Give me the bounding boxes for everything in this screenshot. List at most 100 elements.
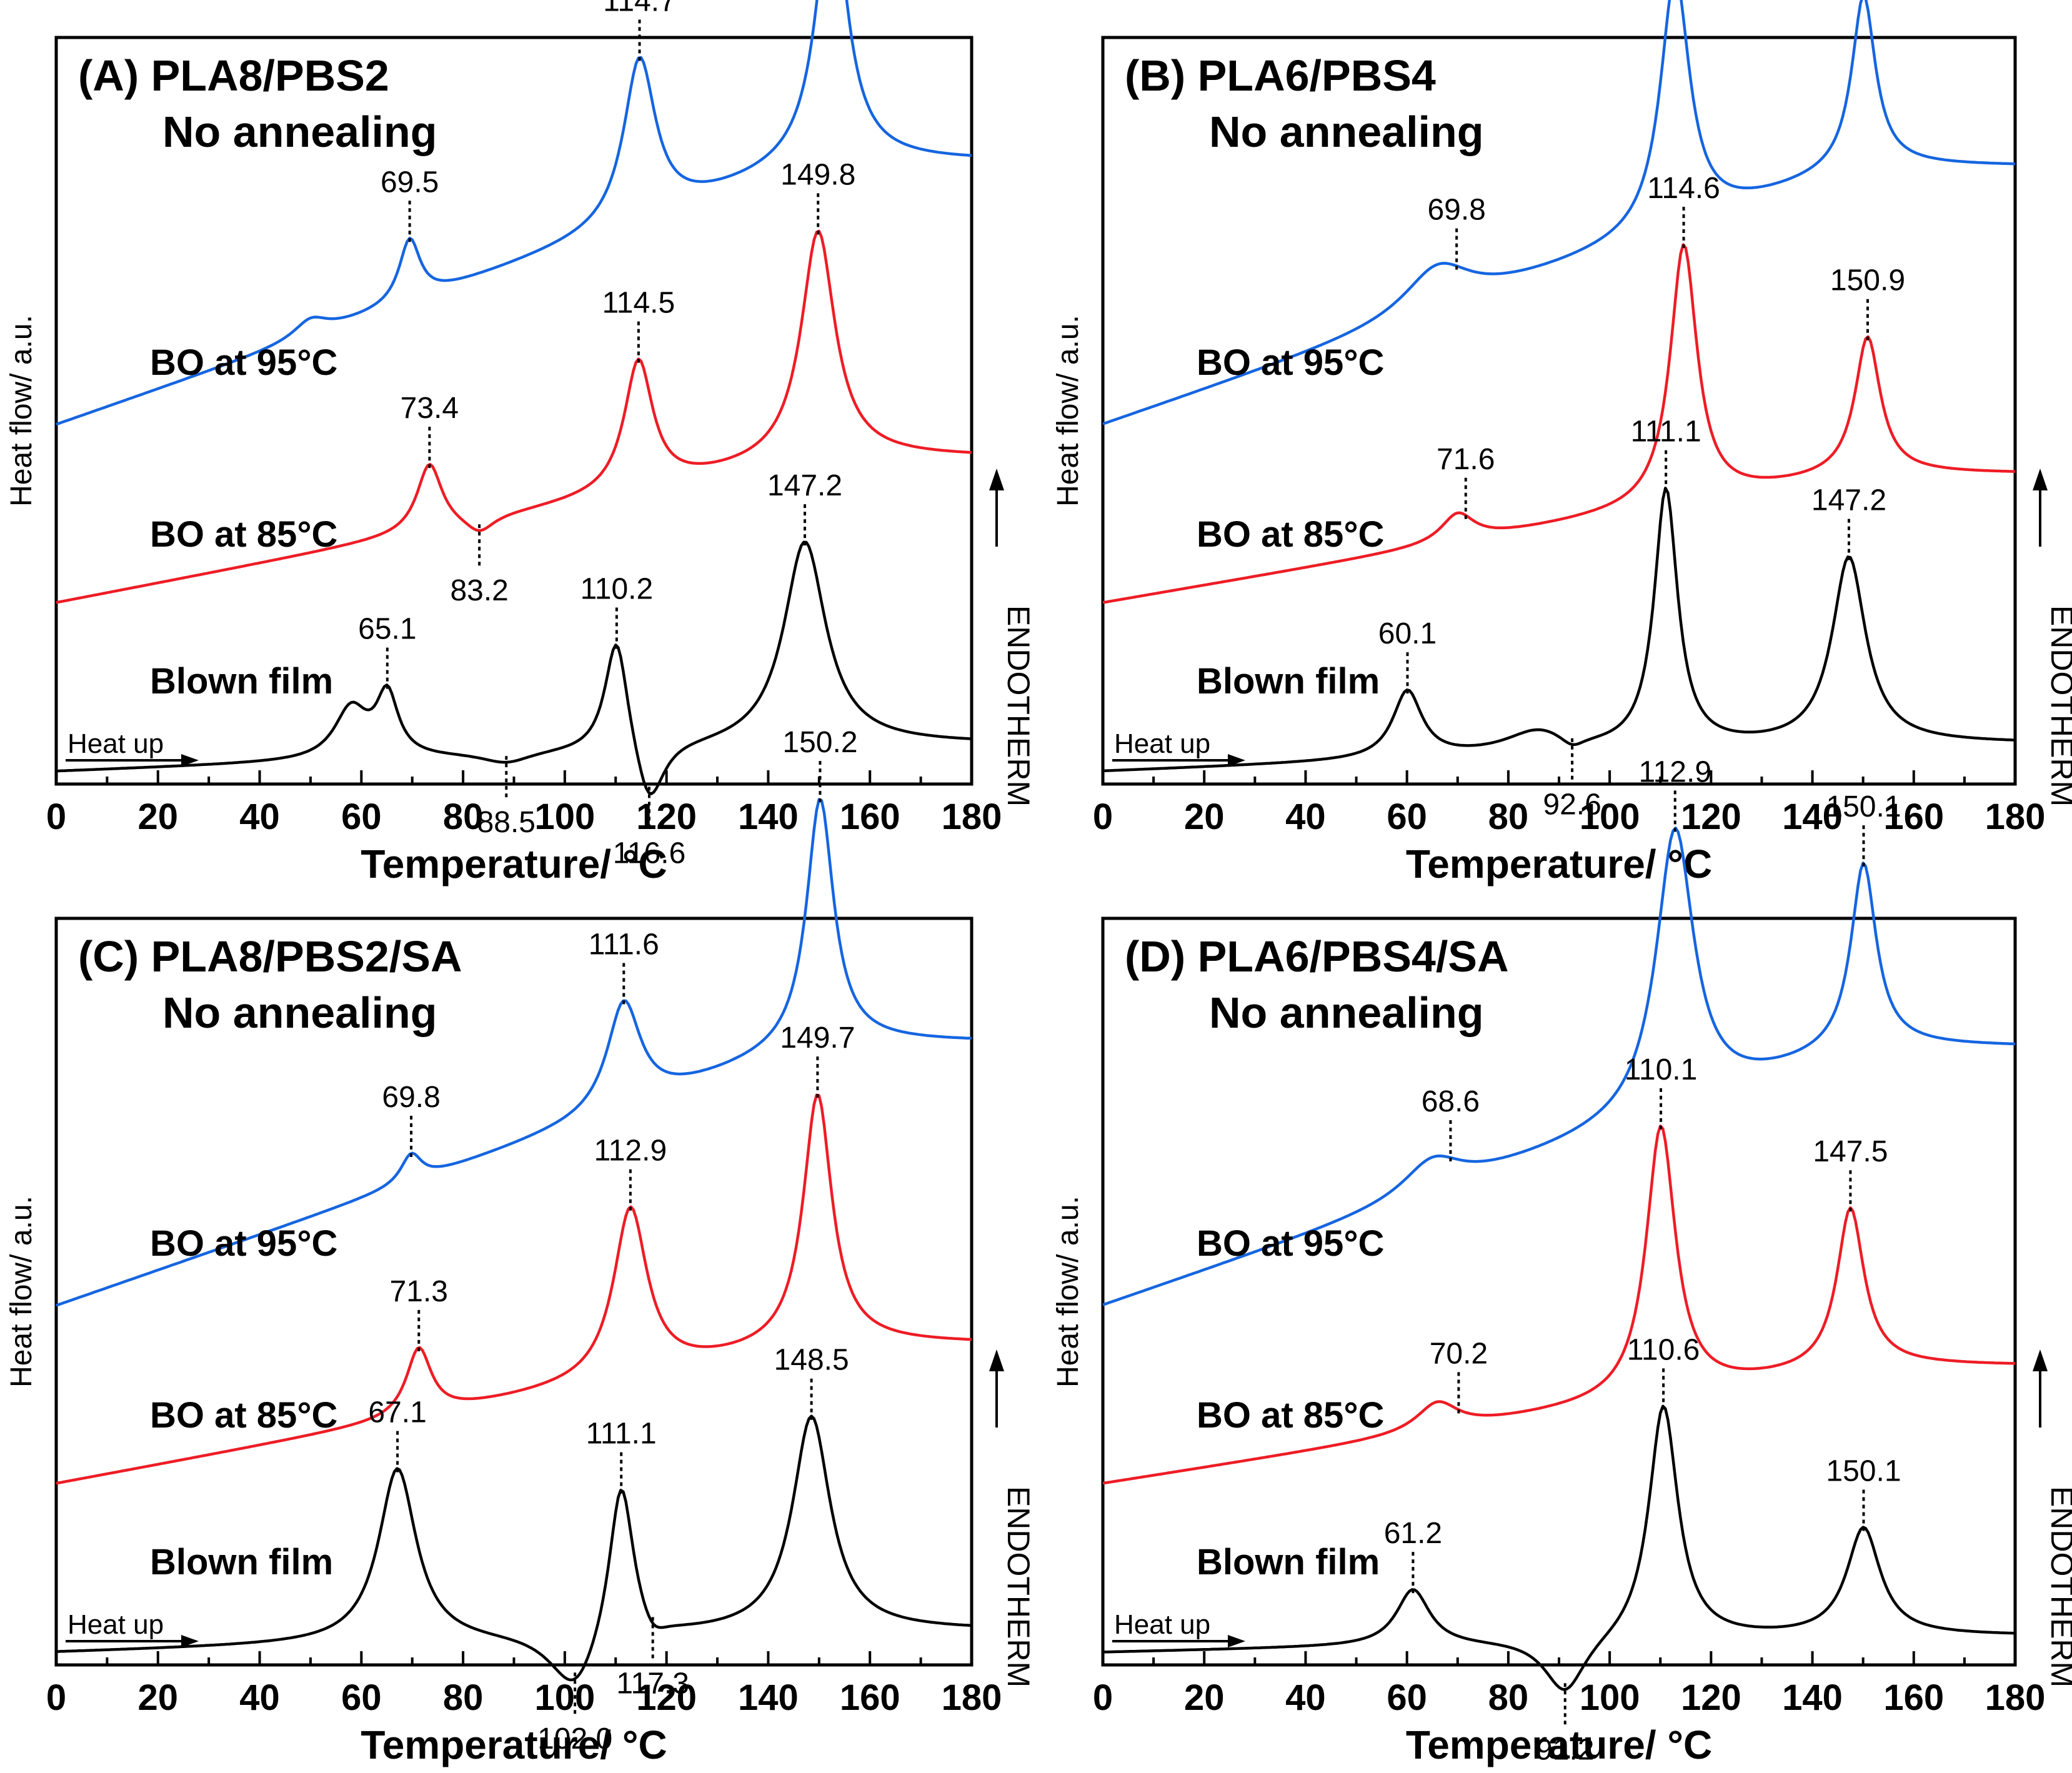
peak-label: 114.6: [1647, 172, 1720, 205]
heat-up-label: Heat up: [67, 1609, 164, 1640]
peak-label: 148.5: [774, 1344, 849, 1377]
panel-title: (C) PLA8/PBS2/SA: [78, 932, 462, 981]
x-tick-label: 80: [1488, 1677, 1529, 1718]
series-label-1: BO at 85°C: [150, 1395, 337, 1436]
heat-up-arrowhead: [181, 1635, 199, 1647]
x-tick-label: 80: [443, 1677, 484, 1718]
peak-label: 117.3: [616, 1667, 689, 1700]
x-tick-label: 140: [738, 797, 799, 837]
heat-up-arrowhead: [1228, 754, 1245, 767]
peak-label: 112.9: [594, 1135, 667, 1168]
y-axis-label: Heat flow/ a.u.: [5, 1196, 38, 1388]
peak-label: 71.6: [1437, 443, 1495, 476]
peak-label: 83.2: [450, 574, 508, 607]
series-label-2: Blown film: [150, 661, 333, 702]
heat-up-label: Heat up: [1114, 1609, 1210, 1640]
peak-label: 110.6: [1627, 1333, 1700, 1366]
x-tick-label: 60: [341, 1677, 382, 1718]
peak-label: 116.6: [613, 837, 686, 870]
peak-label: 111.1: [586, 1418, 657, 1451]
peak-label: 111.1: [1631, 415, 1701, 449]
peak-label: 150.1: [1826, 1455, 1901, 1488]
peak-label: 91.2: [1536, 1733, 1594, 1766]
peak-label: 88.5: [477, 806, 535, 839]
y-axis-label: Heat flow/ a.u.: [1052, 1196, 1085, 1388]
heat-up-label: Heat up: [1114, 728, 1210, 759]
x-tick-label: 140: [738, 1677, 799, 1718]
series-label-2: Blown film: [150, 1542, 333, 1582]
heat-up-arrowhead: [181, 754, 199, 767]
x-tick-label: 80: [1488, 797, 1529, 837]
x-tick-label: 100: [1580, 797, 1640, 837]
peak-label: 61.2: [1384, 1517, 1442, 1550]
peak-label: 110.1: [1625, 1053, 1698, 1086]
peak-label: 150.2: [782, 726, 857, 759]
x-tick-label: 120: [636, 1677, 697, 1718]
x-tick-label: 100: [534, 797, 595, 837]
x-tick-label: 20: [138, 797, 179, 837]
x-tick-label: 40: [239, 797, 280, 837]
peak-label: 147.5: [1813, 1135, 1888, 1168]
peak-label: 65.1: [358, 613, 416, 646]
peak-label: 69.8: [1427, 194, 1485, 227]
panel-subtitle: No annealing: [1209, 107, 1483, 156]
y-axis-label: Heat flow/ a.u.: [1052, 315, 1085, 507]
peak-label: 149.8: [780, 158, 855, 191]
panel-subtitle: No annealing: [162, 988, 437, 1037]
peak-label: 92.6: [1543, 788, 1601, 822]
peak-label: 114.7: [603, 0, 676, 17]
x-axis-label: Temperature/ °C: [361, 1722, 667, 1767]
x-axis-label: Temperature/ °C: [1406, 842, 1712, 886]
endotherm-label: ENDOTHERM: [1001, 1486, 1036, 1687]
x-tick-label: 0: [46, 1677, 66, 1718]
peak-label: 110.2: [580, 572, 654, 605]
panel-title: (D) PLA6/PBS4/SA: [1125, 932, 1509, 981]
x-tick-label: 160: [1883, 1677, 1944, 1718]
chart-panel-a: 0 20 40 60 80 100 120 140 160 180 Temperature/ °C H…: [5, 0, 1036, 886]
x-tick-label: 120: [1681, 797, 1741, 837]
peak-label: 70.2: [1430, 1337, 1488, 1370]
series-line-2: [1102, 487, 2016, 773]
x-tick-label: 0: [46, 797, 66, 837]
x-tick-label: 40: [239, 1677, 280, 1718]
endotherm-arrowhead: [2033, 469, 2048, 490]
series-label-0: BO at 95°C: [1197, 342, 1384, 383]
x-tick-label: 40: [1285, 1677, 1326, 1718]
series-label-0: BO at 95°C: [1197, 1223, 1384, 1264]
peak-label: 60.1: [1378, 617, 1437, 650]
x-tick-label: 0: [1093, 797, 1113, 837]
series-label-2: Blown film: [1197, 661, 1380, 702]
x-tick-label: 60: [341, 797, 382, 837]
series-label-1: BO at 85°C: [150, 514, 337, 555]
peak-label: 69.8: [382, 1081, 440, 1114]
series-label-0: BO at 95°C: [150, 1223, 337, 1264]
x-tick-label: 100: [534, 1677, 595, 1718]
peak-label: 112.9: [1638, 755, 1711, 788]
x-axis-label: Temperature/ °C: [361, 842, 667, 886]
x-tick-label: 100: [1580, 1677, 1640, 1718]
chart-panel-c: 0 20 40 60 80 100 120 140 160 180 Temperature/ °C H…: [5, 726, 1036, 1767]
x-tick-label: 40: [1285, 797, 1326, 837]
endotherm-arrowhead: [989, 469, 1004, 490]
x-tick-label: 140: [1782, 797, 1843, 837]
x-tick-label: 180: [942, 797, 1002, 837]
x-tick-label: 20: [1184, 1677, 1225, 1718]
peak-label: 150.1: [1826, 790, 1901, 823]
x-tick-label: 180: [942, 1677, 1002, 1718]
endotherm-label: ENDOTHERM: [1001, 605, 1036, 807]
peak-label: 71.3: [390, 1275, 448, 1308]
peak-label: 68.6: [1422, 1085, 1480, 1118]
x-tick-label: 60: [1387, 797, 1427, 837]
peak-label: 114.5: [602, 287, 675, 320]
endotherm-arrowhead: [989, 1349, 1004, 1371]
panel-title: (B) PLA6/PBS4: [1125, 51, 1436, 100]
x-tick-label: 20: [138, 1677, 179, 1718]
panel-subtitle: No annealing: [1209, 988, 1483, 1037]
peak-label: 147.2: [1811, 484, 1886, 517]
panel-subtitle: No annealing: [162, 107, 437, 156]
peak-label: 73.4: [401, 392, 459, 425]
x-tick-label: 120: [636, 797, 697, 837]
x-tick-label: 180: [1985, 797, 2046, 837]
endotherm-label: ENDOTHERM: [2045, 605, 2072, 807]
